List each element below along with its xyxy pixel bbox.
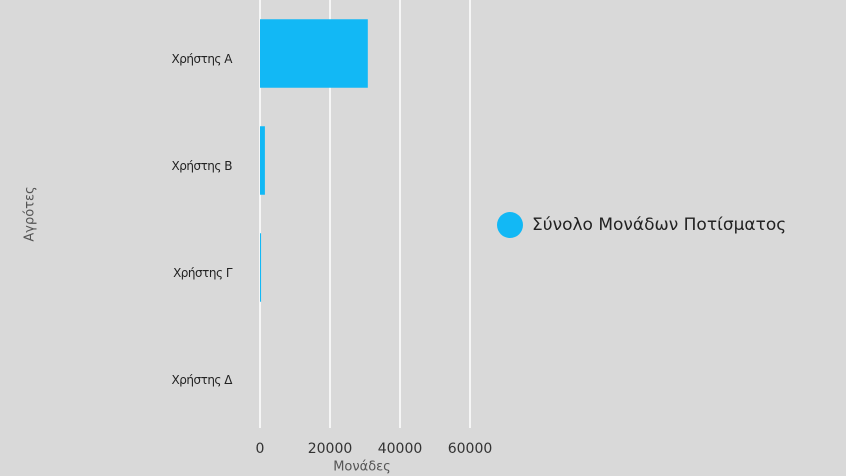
bar (260, 19, 368, 88)
legend-label: Σύνολο Μονάδων Ποτίσματος (532, 215, 786, 235)
y-axis-title: Αγρότες (23, 186, 38, 241)
x-axis-title: Μονάδες (333, 460, 391, 475)
y-tick-label: Χρήστης Β (172, 159, 233, 173)
y-tick-label: Χρήστης Δ (172, 373, 234, 387)
x-tick-label: 40000 (378, 441, 423, 457)
bar (260, 126, 265, 195)
x-tick-label: 0 (256, 441, 265, 457)
x-tick-label: 60000 (448, 441, 493, 457)
y-tick-label: Χρήστης Γ (173, 266, 233, 280)
y-tick-label: Χρήστης Α (172, 52, 234, 66)
legend-marker (497, 212, 523, 238)
x-tick-label: 20000 (308, 441, 353, 457)
bar (260, 233, 262, 302)
